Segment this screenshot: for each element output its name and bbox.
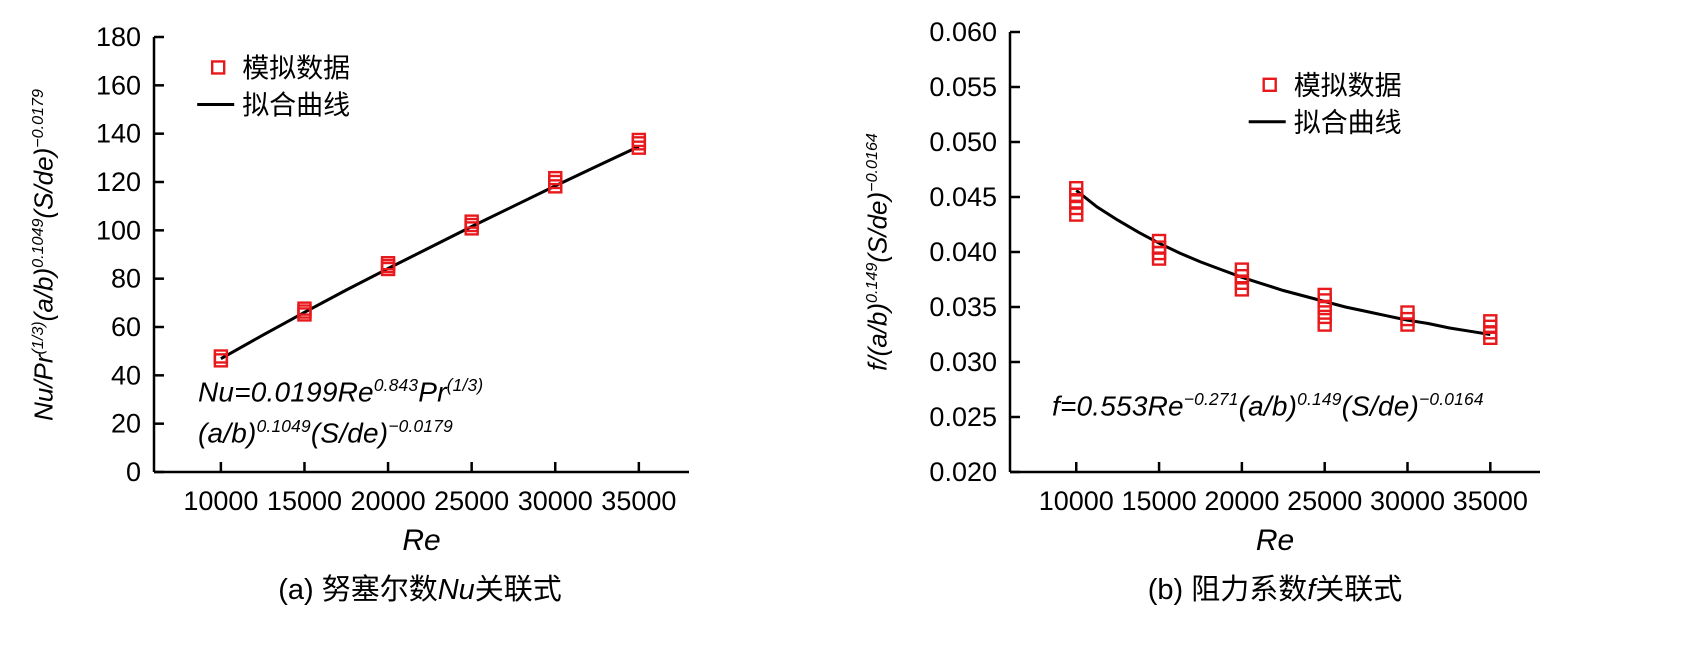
x-tick-label: 20000 <box>1204 486 1279 516</box>
data-point-marker <box>1317 309 1332 325</box>
figure-panel: 0 20 40 60 80 100 120 140 160 180 10000 15000 20000 2… <box>14 12 1580 608</box>
nusselt-plot-svg: 0 20 40 60 80 100 120 140 160 180 10000 15000 20000 2… <box>96 22 689 552</box>
x-tick-label: 10000 <box>1039 486 1114 516</box>
legend-label-scatter: 模拟数据 <box>242 53 350 83</box>
data-point-marker <box>1317 317 1332 332</box>
data-point-marker <box>1069 180 1084 196</box>
y-tick-label: 40 <box>111 360 141 390</box>
x-tick-label: 30000 <box>1370 486 1445 516</box>
y-tick-label: 0.055 <box>929 72 997 102</box>
equation-line: (a/b)0.1049(S/de)−0.0179 <box>198 416 453 449</box>
x-tick-label: 15000 <box>1122 486 1197 516</box>
data-point-marker <box>1400 305 1415 320</box>
friction-plot-svg: 0.020 0.025 0.030 0.035 0.040 0.045 0.050 0.055… <box>929 17 1540 552</box>
y-tick-label: 0.045 <box>929 182 997 212</box>
x-tick-label: 15000 <box>267 486 342 516</box>
nusselt-y-axis-label: Nu/Pr(1/3)(a/b)0.1049(S/de)−0.0179 <box>28 89 59 421</box>
y-tick-label: 160 <box>96 70 141 100</box>
legend-label-line: 拟合曲线 <box>1294 108 1402 138</box>
y-tick-label: 140 <box>96 119 141 149</box>
x-tick-label: 10000 <box>183 486 258 516</box>
data-point-marker <box>464 214 479 229</box>
nusselt-equation: Nu=0.0199Re0.843Pr(1/3) (a/b)0.1049(S/de… <box>198 368 483 451</box>
data-point-marker <box>213 349 229 364</box>
x-tick-label: 35000 <box>1453 486 1528 516</box>
x-tick-label: 35000 <box>601 486 676 516</box>
y-tick-label: 0.035 <box>929 292 997 322</box>
y-tick-label: 0.050 <box>929 127 997 157</box>
data-point-marker <box>1317 300 1332 316</box>
equation-line: Nu=0.0199Re0.843Pr(1/3) <box>198 375 484 408</box>
friction-y-axis-label: f/(a/b)0.149(S/de)−0.0164 <box>862 133 893 371</box>
y-tick-label: 60 <box>111 312 141 342</box>
y-tick-label: 0 <box>126 457 141 487</box>
data-point-marker <box>631 132 647 148</box>
x-axis-label: Re <box>402 524 440 552</box>
y-tick-label: 0.020 <box>929 457 997 487</box>
equation-line: f=0.553Re−0.271(a/b)0.149(S/de)−0.0164 <box>1052 389 1484 422</box>
friction-correlation-chart: 0.020 0.025 0.030 0.035 0.040 0.045 0.050 0.055… <box>840 12 1580 608</box>
y-tick-label: 20 <box>111 409 141 439</box>
legend-marker-sample <box>210 60 226 75</box>
y-tick-label: 120 <box>96 167 141 197</box>
legend-label-scatter: 模拟数据 <box>1294 71 1402 101</box>
nusselt-correlation-chart: 0 20 40 60 80 100 120 140 160 180 10000 15000 20000 2… <box>14 12 734 608</box>
data-point-marker <box>1483 314 1498 329</box>
legend-marker-sample <box>1262 77 1277 93</box>
x-tick-label: 25000 <box>434 486 509 516</box>
nusselt-caption: (a) 努塞尔数Nu关联式 <box>278 574 562 606</box>
y-tick-label: 0.060 <box>929 17 997 47</box>
y-tick-label: 180 <box>96 22 141 52</box>
data-point-marker <box>1317 287 1332 303</box>
y-tick-label: 80 <box>111 264 141 294</box>
y-tick-label: 0.030 <box>929 347 997 377</box>
data-point-marker <box>380 255 396 271</box>
fit-line <box>220 145 640 361</box>
legend-label-line: 拟合曲线 <box>242 90 350 120</box>
x-tick-label: 25000 <box>1287 486 1362 516</box>
friction-equation: f=0.553Re−0.271(a/b)0.149(S/de)−0.0164 <box>1052 382 1484 423</box>
fit-line <box>1075 189 1491 336</box>
friction-caption: (b) 阻力系数f关联式 <box>1147 574 1403 606</box>
x-tick-label: 20000 <box>351 486 426 516</box>
x-axis-label: Re <box>1256 524 1294 552</box>
data-point-marker <box>548 170 563 186</box>
y-tick-label: 0.040 <box>929 237 997 267</box>
data-point-marker <box>1234 262 1250 277</box>
y-tick-label: 0.025 <box>929 402 997 432</box>
data-point-marker <box>297 301 312 316</box>
y-tick-label: 100 <box>96 215 141 245</box>
x-tick-label: 30000 <box>518 486 593 516</box>
data-point-marker <box>1151 233 1167 249</box>
